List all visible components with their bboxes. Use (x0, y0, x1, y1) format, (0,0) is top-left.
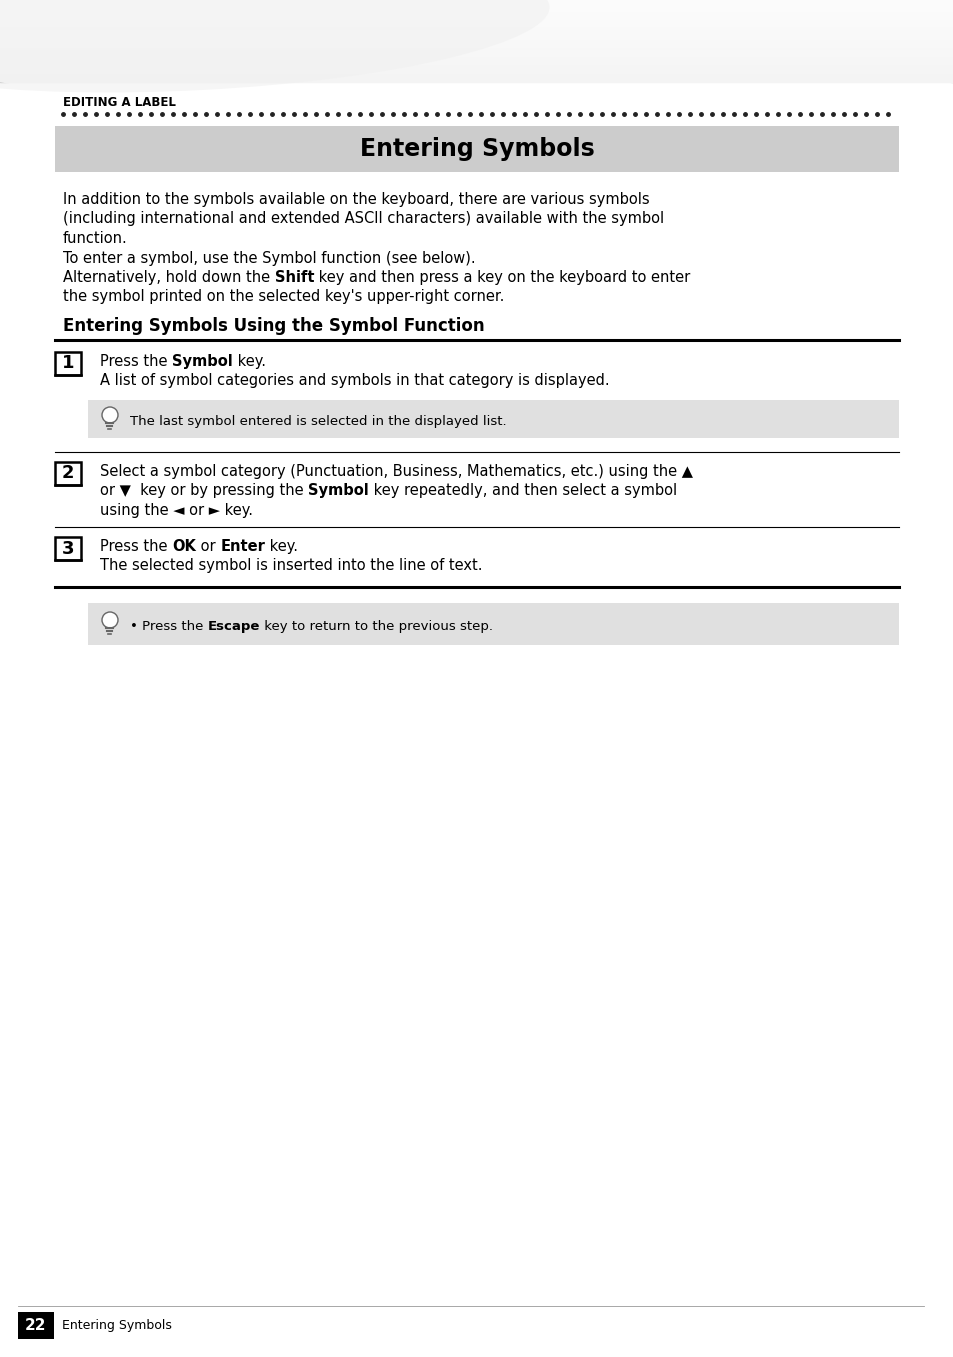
Text: 2: 2 (62, 464, 74, 483)
Text: The selected symbol is inserted into the line of text.: The selected symbol is inserted into the… (100, 558, 482, 573)
Circle shape (102, 612, 118, 628)
Text: Select a symbol category (Punctuation, Business, Mathematics, etc.) using the ▲: Select a symbol category (Punctuation, B… (100, 464, 692, 479)
Text: Press the: Press the (100, 539, 172, 554)
Text: 22: 22 (25, 1318, 47, 1333)
Text: Entering Symbols: Entering Symbols (62, 1319, 172, 1333)
FancyBboxPatch shape (88, 400, 898, 438)
Text: or: or (195, 539, 220, 554)
Text: Press the: Press the (100, 354, 172, 369)
Text: The last symbol entered is selected in the displayed list.: The last symbol entered is selected in t… (130, 415, 506, 429)
FancyBboxPatch shape (55, 126, 898, 172)
Text: Alternatively, hold down the: Alternatively, hold down the (63, 270, 274, 285)
FancyBboxPatch shape (88, 603, 898, 645)
Text: • Press the: • Press the (130, 620, 208, 634)
Text: Enter: Enter (220, 539, 265, 554)
Ellipse shape (0, 0, 549, 92)
Text: or ▼  key or by pressing the: or ▼ key or by pressing the (100, 483, 308, 498)
Text: To enter a symbol, use the Symbol function (see below).: To enter a symbol, use the Symbol functi… (63, 251, 476, 266)
Text: using the ◄ or ► key.: using the ◄ or ► key. (100, 503, 253, 518)
Text: Shift: Shift (274, 270, 314, 285)
Text: Symbol: Symbol (308, 483, 369, 498)
Text: A list of symbol categories and symbols in that category is displayed.: A list of symbol categories and symbols … (100, 373, 609, 388)
Text: Symbol: Symbol (172, 354, 233, 369)
Text: function.: function. (63, 231, 128, 246)
FancyBboxPatch shape (18, 1312, 54, 1339)
Ellipse shape (0, 0, 953, 118)
Text: Escape: Escape (208, 620, 260, 634)
Text: (including international and extended ASCII characters) available with the symbo: (including international and extended AS… (63, 212, 663, 227)
Text: EDITING A LABEL: EDITING A LABEL (63, 96, 175, 109)
FancyBboxPatch shape (55, 351, 81, 375)
FancyBboxPatch shape (55, 537, 81, 560)
Circle shape (102, 407, 118, 423)
Text: In addition to the symbols available on the keyboard, there are various symbols: In addition to the symbols available on … (63, 191, 649, 208)
Text: 3: 3 (62, 540, 74, 558)
Text: key.: key. (233, 354, 266, 369)
FancyBboxPatch shape (55, 461, 81, 484)
Text: Entering Symbols Using the Symbol Function: Entering Symbols Using the Symbol Functi… (63, 318, 484, 335)
Text: key.: key. (265, 539, 297, 554)
Text: the symbol printed on the selected key's upper-right corner.: the symbol printed on the selected key's… (63, 289, 504, 304)
Text: key and then press a key on the keyboard to enter: key and then press a key on the keyboard… (314, 270, 690, 285)
Text: key repeatedly, and then select a symbol: key repeatedly, and then select a symbol (369, 483, 677, 498)
Text: Entering Symbols: Entering Symbols (359, 137, 594, 161)
Text: key to return to the previous step.: key to return to the previous step. (260, 620, 493, 634)
Text: OK: OK (172, 539, 195, 554)
Text: 1: 1 (62, 354, 74, 373)
